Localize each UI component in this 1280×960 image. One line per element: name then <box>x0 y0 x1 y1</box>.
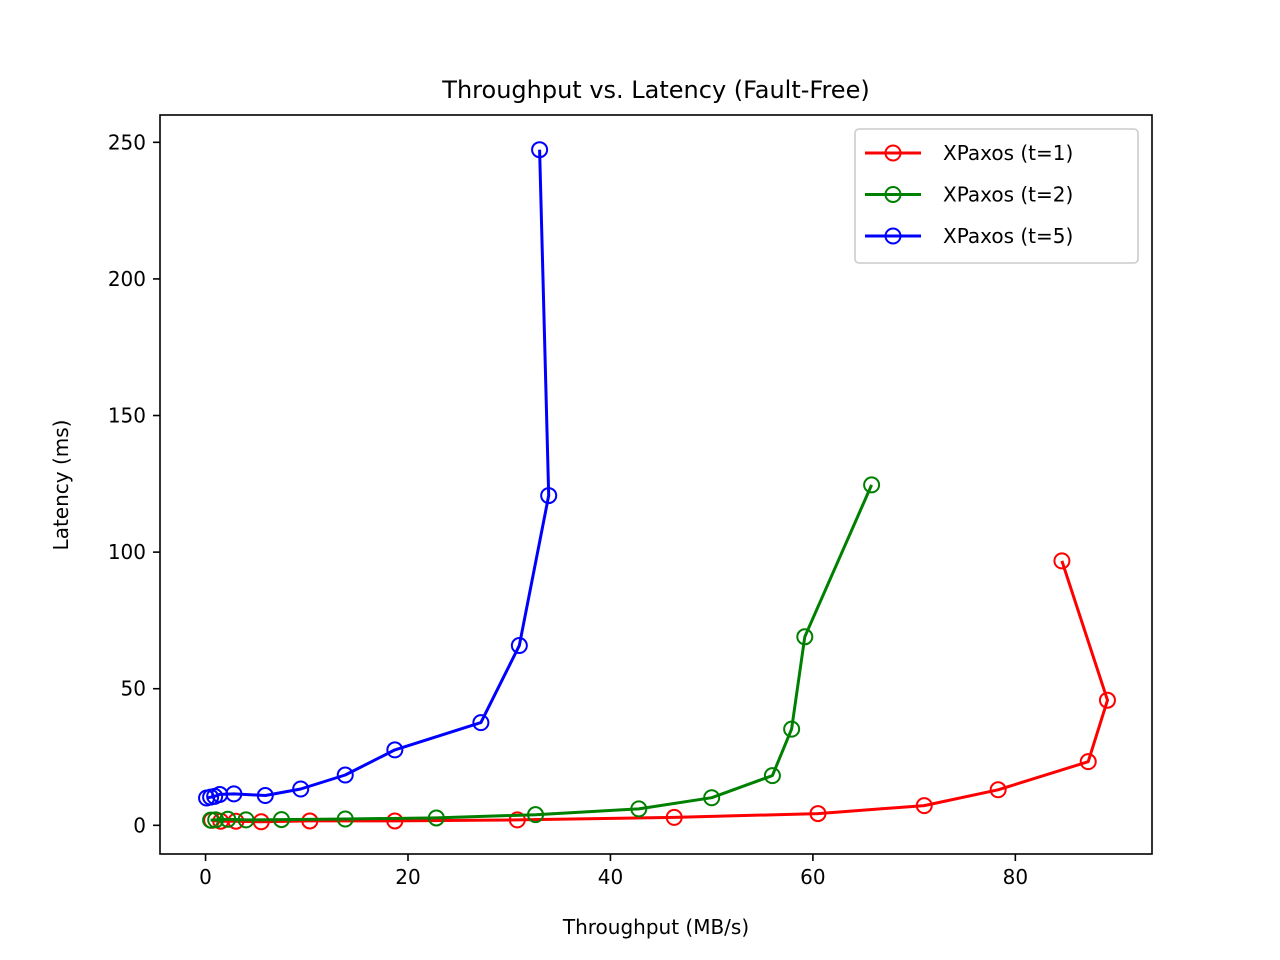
y-axis: 0 50 100 150 200 250 <box>108 130 160 837</box>
data-point <box>1053 552 1071 570</box>
data-point <box>272 811 290 829</box>
data-point <box>207 811 225 829</box>
legend-label: XPaxos (t=5) <box>943 224 1073 248</box>
data-point <box>237 811 255 829</box>
legend-entry: XPaxos (t=2) <box>865 183 1073 207</box>
legend-entry: XPaxos (t=1) <box>865 141 1073 165</box>
data-point <box>386 741 404 759</box>
legend-marker <box>884 144 902 162</box>
series-line <box>206 149 551 800</box>
data-point <box>386 812 404 830</box>
series-3 <box>198 141 558 807</box>
data-point <box>427 809 445 827</box>
data-point <box>301 812 319 830</box>
data-point <box>809 805 827 823</box>
legend-entry: XPaxos (t=5) <box>865 224 1073 248</box>
data-point <box>472 714 490 732</box>
data-point <box>336 810 354 828</box>
series-1 <box>203 552 1116 831</box>
legend-frame <box>854 128 1139 264</box>
data-point <box>292 780 310 798</box>
x-tick-label: 80 <box>1003 865 1028 889</box>
data-point <box>915 797 933 815</box>
chart-title: Throughput vs. Latency (Fault-Free) <box>441 76 869 104</box>
legend-marker <box>884 227 902 245</box>
data-point <box>763 767 781 785</box>
x-tick-label: 20 <box>395 865 420 889</box>
data-point <box>1098 691 1116 709</box>
data-point <box>863 476 881 494</box>
legend-label: XPaxos (t=1) <box>943 141 1073 165</box>
data-point <box>256 787 274 805</box>
data-point <box>202 811 220 829</box>
legend: XPaxos (t=1) XPaxos (t=2) XPaxos (t=5) <box>854 128 1139 264</box>
data-point <box>336 766 354 784</box>
data-point <box>630 800 648 818</box>
data-point <box>540 487 558 505</box>
series-layer <box>198 141 1116 831</box>
x-tick-label: 0 <box>199 865 212 889</box>
y-tick-label: 50 <box>121 677 146 701</box>
y-tick-label: 200 <box>108 267 146 291</box>
data-point <box>703 789 721 807</box>
data-point <box>510 637 528 655</box>
series-line <box>211 560 1109 824</box>
data-point <box>527 806 545 824</box>
y-tick-label: 150 <box>108 404 146 428</box>
data-point <box>508 811 526 829</box>
data-point <box>219 810 237 828</box>
series-2 <box>202 476 881 829</box>
data-point <box>989 781 1007 799</box>
data-point <box>665 808 683 826</box>
y-tick-label: 250 <box>108 130 146 154</box>
data-point <box>531 141 549 159</box>
legend-marker <box>884 186 902 203</box>
x-axis-title: Throughput (MB/s) <box>562 915 749 939</box>
y-tick-label: 100 <box>108 540 146 564</box>
x-tick-label: 40 <box>598 865 623 889</box>
x-axis: 0 20 40 60 80 <box>199 854 1028 889</box>
data-point <box>1079 753 1097 771</box>
data-point <box>796 628 814 646</box>
data-point <box>783 720 801 738</box>
legend-label: XPaxos (t=2) <box>943 183 1073 207</box>
y-tick-label: 0 <box>133 813 146 837</box>
y-axis-title: Latency (ms) <box>49 420 73 551</box>
plot-area-frame <box>159 114 1153 855</box>
data-point <box>225 785 243 803</box>
x-tick-label: 60 <box>800 865 825 889</box>
